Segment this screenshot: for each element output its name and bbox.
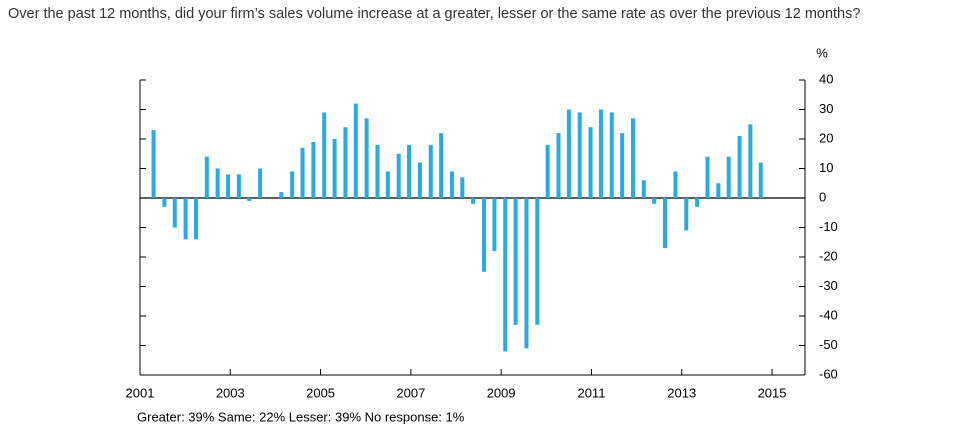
- note: Greater: 39% Same: 22% Lesser: 39% No re…: [137, 409, 465, 424]
- y-tick-label: -50: [819, 337, 838, 352]
- y-tick-label: 0: [819, 189, 826, 204]
- bar: [428, 144, 433, 198]
- bar: [375, 144, 380, 198]
- bar: [598, 109, 603, 198]
- bar: [652, 198, 657, 204]
- chart-title: Over the past 12 months, did your firm’s…: [8, 6, 860, 22]
- bar: [726, 156, 731, 198]
- x-tick-label: 2009: [487, 385, 516, 400]
- bar: [609, 112, 614, 198]
- bar: [641, 180, 646, 198]
- bar: [385, 171, 390, 198]
- bar: [215, 168, 220, 198]
- bar: [151, 130, 156, 198]
- bar: [588, 127, 593, 198]
- x-tick-label: 2011: [577, 385, 605, 400]
- bar: [524, 198, 529, 349]
- bar: [630, 118, 635, 198]
- bar: [162, 198, 167, 207]
- x-tick-label: 2003: [216, 385, 245, 400]
- bar: [716, 183, 721, 198]
- bar: [343, 127, 348, 198]
- y-tick-label: 20: [819, 130, 833, 145]
- bar: [449, 171, 454, 198]
- bar: [332, 139, 337, 198]
- y-tick-label: 30: [819, 101, 833, 116]
- y-tick-label: 10: [819, 160, 833, 175]
- bar: [353, 103, 358, 198]
- bar: [204, 156, 209, 198]
- bar: [183, 198, 188, 240]
- bar: [577, 112, 582, 198]
- x-tick-label: 2001: [126, 385, 155, 400]
- bar: [663, 198, 668, 249]
- bar: [737, 136, 742, 198]
- x-tick-label: 2007: [396, 385, 425, 400]
- y-tick-label: -40: [819, 307, 838, 322]
- x-tick-label: 2015: [758, 385, 787, 400]
- bar: [364, 118, 369, 198]
- bar: [673, 171, 678, 198]
- bar: [226, 174, 231, 198]
- y-tick-label: -30: [819, 278, 838, 293]
- bar: [705, 156, 710, 198]
- bar: [417, 162, 422, 198]
- bar: [566, 109, 571, 198]
- y-tick-label: 40: [819, 71, 833, 86]
- y-axis-label: %: [816, 45, 828, 60]
- bar: [407, 144, 412, 198]
- y-tick-label: -20: [819, 248, 838, 263]
- bar: [471, 198, 476, 204]
- y-tick-label: -10: [819, 219, 838, 234]
- bar: [535, 198, 540, 325]
- bar: [311, 141, 316, 198]
- bar: [684, 198, 689, 231]
- bar: [460, 177, 465, 198]
- bar: [482, 198, 487, 272]
- bar: [556, 133, 561, 198]
- bar: [396, 153, 401, 198]
- bar: [290, 171, 295, 198]
- bar: [439, 133, 444, 198]
- bar: [279, 192, 284, 198]
- bar: [172, 198, 177, 228]
- bar: [695, 198, 700, 207]
- bar: [748, 124, 753, 198]
- bar: [492, 198, 497, 252]
- bar: [758, 162, 763, 198]
- bar: [503, 198, 508, 352]
- bar: [236, 174, 241, 198]
- bar: [193, 198, 198, 240]
- bar: [300, 147, 305, 198]
- bar: [258, 168, 263, 198]
- bar: [545, 144, 550, 198]
- y-tick-label: -60: [819, 366, 838, 381]
- bar: [620, 133, 625, 198]
- bar: [513, 198, 518, 325]
- x-tick-label: 2013: [667, 385, 696, 400]
- bar: [247, 198, 252, 201]
- x-tick-label: 2005: [306, 385, 335, 400]
- bar: [322, 112, 327, 198]
